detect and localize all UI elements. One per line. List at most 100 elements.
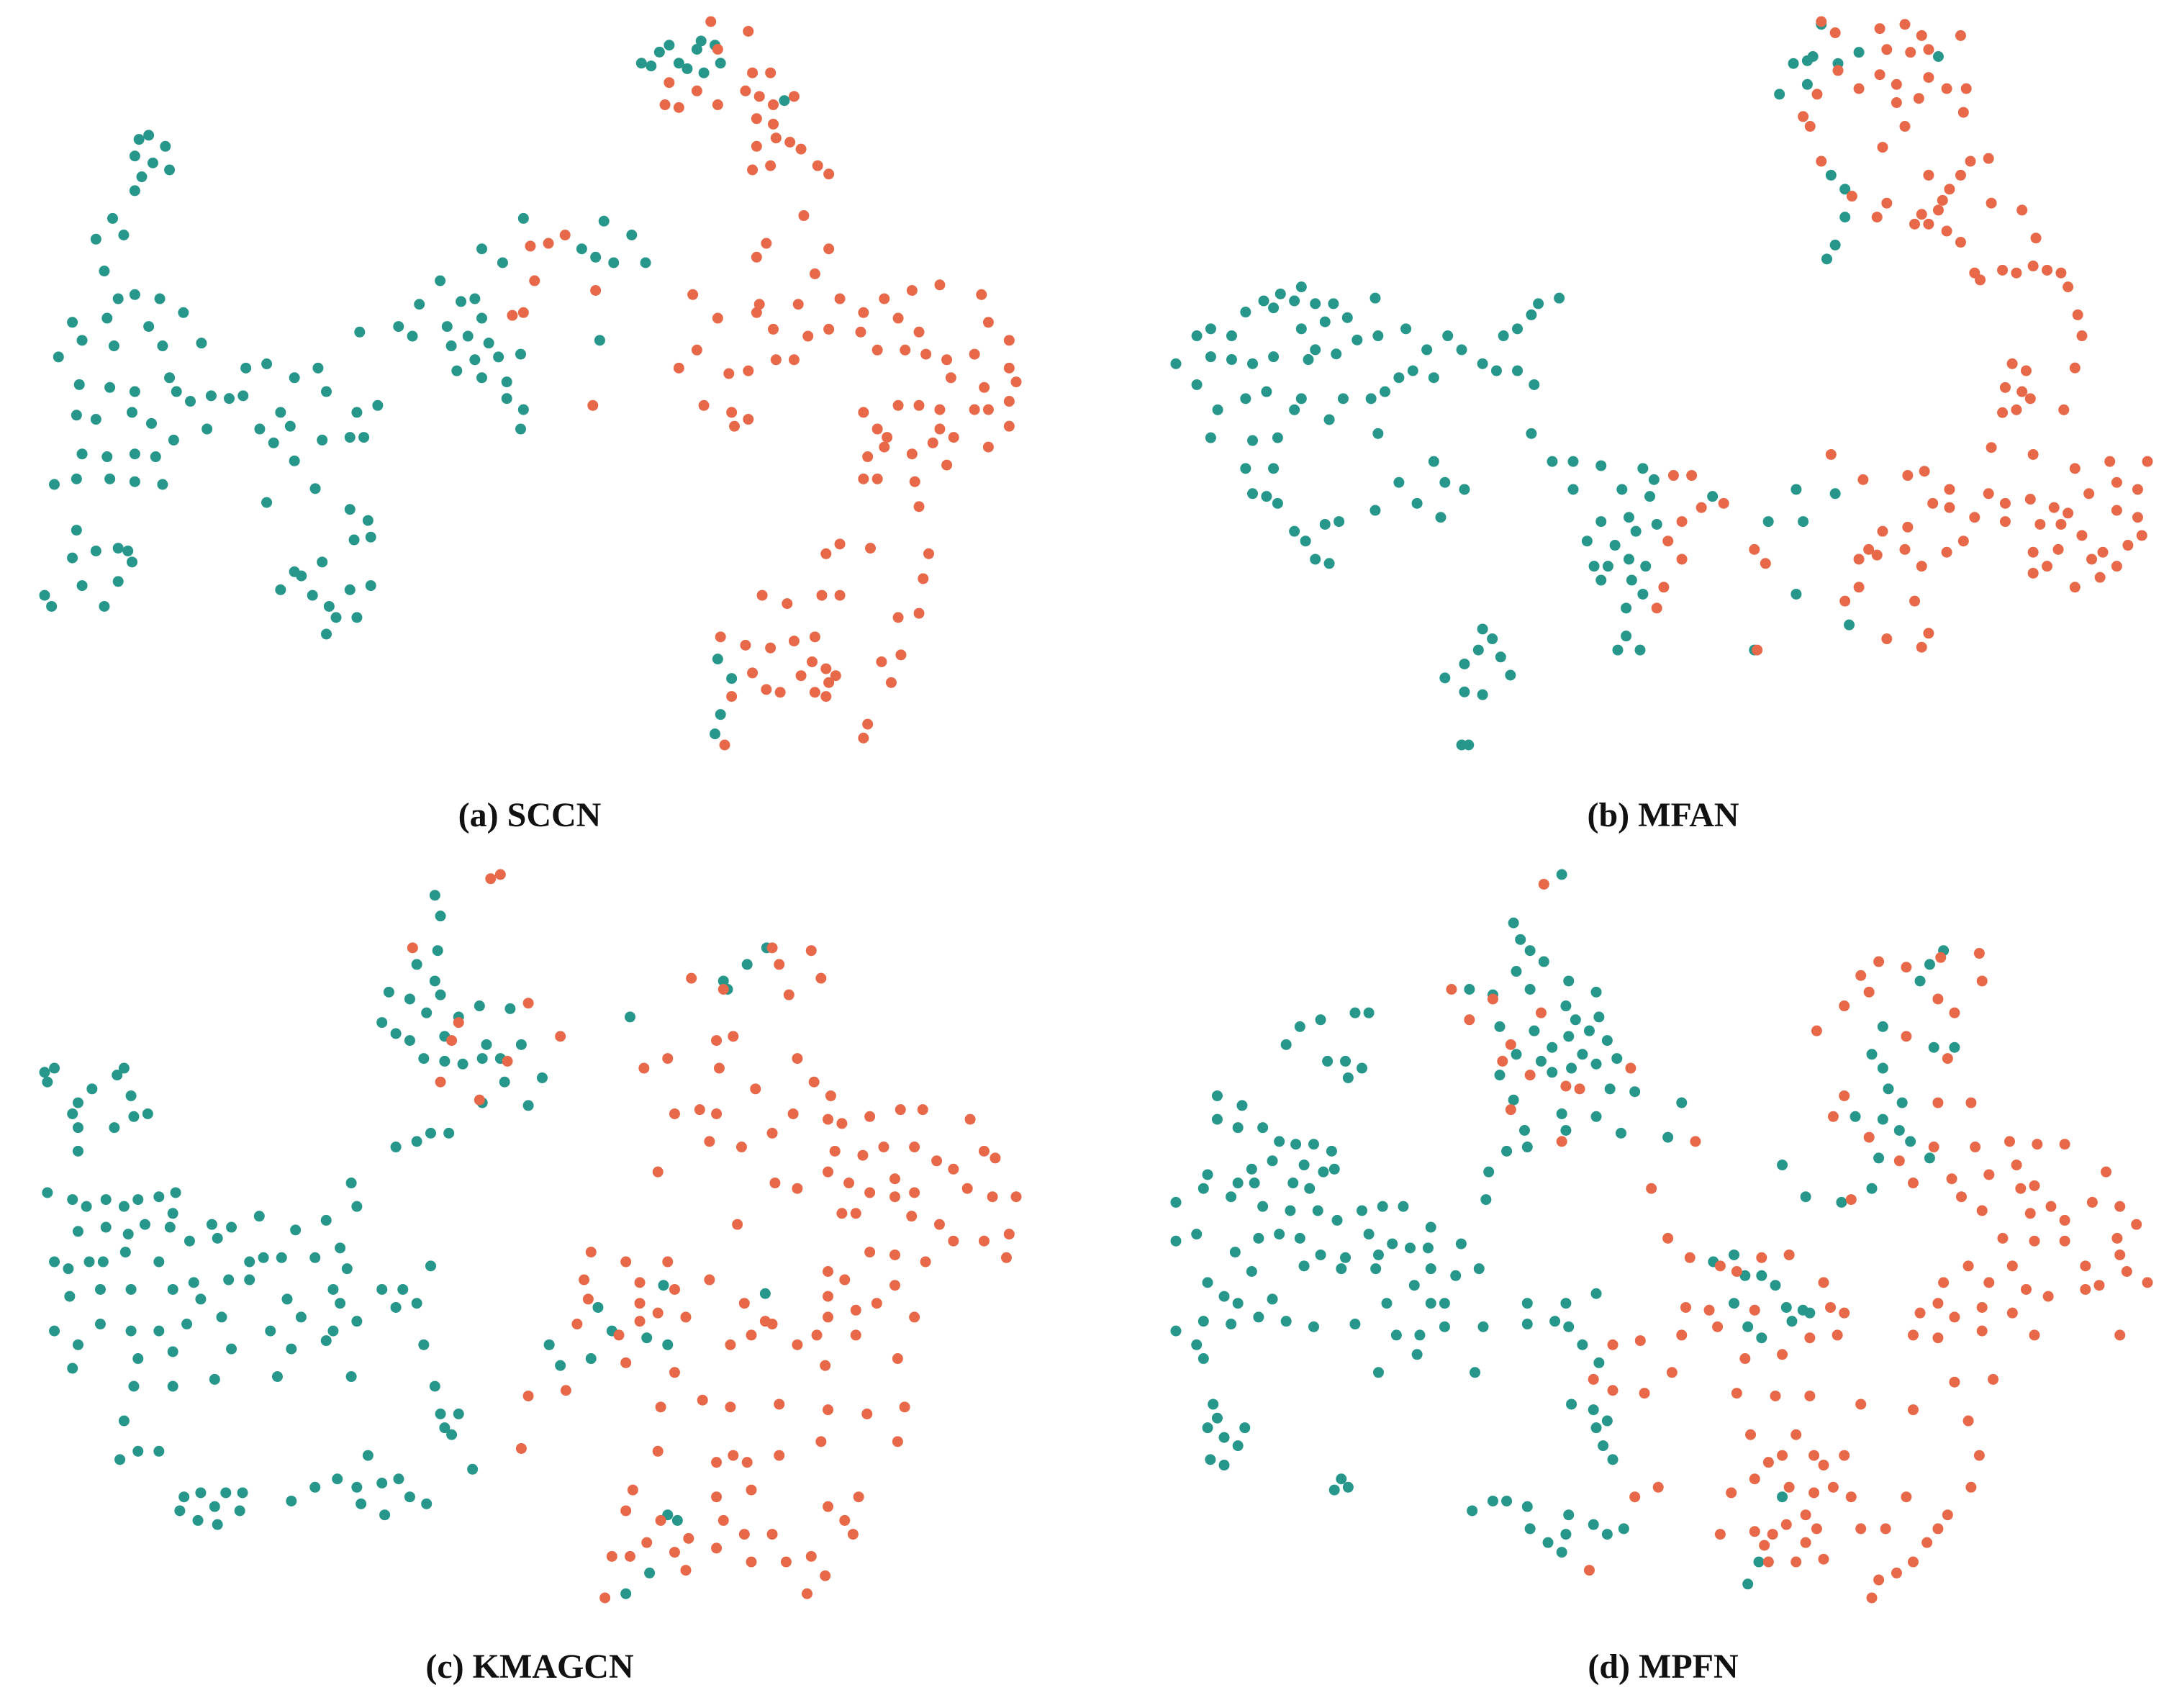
point	[517, 404, 529, 415]
point	[1976, 1325, 1988, 1337]
point	[1937, 194, 1948, 206]
point	[1312, 1205, 1323, 1216]
point	[1563, 975, 1575, 987]
point	[517, 212, 529, 224]
point	[1676, 1097, 1688, 1108]
point	[1310, 553, 1321, 565]
point	[507, 309, 518, 321]
point	[1000, 1252, 1012, 1263]
point	[1839, 1090, 1850, 1101]
point	[658, 1280, 669, 1291]
point	[1957, 536, 1969, 547]
point	[2024, 1208, 2036, 1219]
point	[1604, 1083, 1616, 1095]
point	[469, 354, 481, 366]
point	[662, 1053, 674, 1065]
point	[662, 1256, 674, 1268]
point	[330, 612, 342, 623]
point	[94, 1319, 106, 1330]
point	[892, 1353, 903, 1365]
panel-caption: (d) MPFN	[1588, 1648, 1739, 1686]
point	[1246, 1163, 1257, 1175]
point	[1289, 525, 1300, 537]
point	[823, 243, 835, 255]
point	[850, 1208, 861, 1219]
point	[990, 1152, 1001, 1164]
point	[1790, 588, 1802, 600]
point	[1226, 1191, 1237, 1203]
point	[81, 1201, 92, 1212]
point	[836, 1118, 848, 1129]
point	[407, 330, 418, 342]
point	[747, 667, 759, 679]
point	[1893, 1155, 1905, 1167]
point	[2006, 1307, 2018, 1319]
point	[2080, 1283, 2091, 1295]
point	[320, 1214, 332, 1226]
point	[1336, 1473, 1347, 1485]
point	[671, 1514, 683, 1526]
point	[750, 1083, 761, 1095]
point	[71, 410, 82, 421]
point	[1411, 497, 1423, 509]
point	[2069, 362, 2081, 374]
point	[769, 1178, 781, 1189]
point	[1363, 1229, 1375, 1240]
point	[1370, 505, 1381, 516]
point	[1845, 1491, 1857, 1503]
point	[456, 296, 467, 307]
panel: (b) MFAN	[1170, 16, 2153, 834]
point	[132, 1194, 144, 1206]
point	[1648, 474, 1660, 485]
point	[1829, 239, 1841, 250]
point	[792, 299, 804, 310]
point	[1965, 1097, 1977, 1108]
point	[1729, 1249, 1740, 1260]
point	[751, 140, 762, 152]
point	[108, 340, 119, 352]
point	[1268, 302, 1280, 314]
series	[1446, 878, 2153, 1604]
point	[275, 407, 286, 418]
point	[1435, 512, 1447, 523]
point	[435, 1408, 446, 1419]
point	[1258, 295, 1269, 307]
point	[1932, 1298, 1944, 1309]
point	[265, 1325, 276, 1337]
point	[2122, 540, 2134, 551]
point	[1505, 669, 1516, 681]
point	[462, 330, 474, 342]
point	[147, 157, 158, 168]
point	[795, 143, 807, 155]
point	[788, 354, 800, 366]
point	[751, 307, 762, 318]
point	[1749, 1304, 1760, 1316]
point	[717, 983, 729, 995]
point	[1211, 1412, 1223, 1424]
point	[1927, 497, 1939, 509]
point	[2076, 530, 2088, 541]
point	[100, 1221, 112, 1233]
point	[244, 1274, 255, 1285]
point	[815, 1436, 827, 1447]
point	[895, 649, 907, 661]
point	[1521, 1319, 1533, 1330]
point	[49, 479, 60, 490]
point	[404, 993, 415, 1005]
point	[1477, 1321, 1489, 1332]
point	[747, 164, 759, 176]
point	[792, 1339, 803, 1350]
point	[404, 1491, 415, 1503]
point	[142, 1108, 153, 1119]
point	[485, 873, 497, 885]
point	[1946, 1173, 1957, 1185]
point	[107, 212, 118, 224]
point	[1303, 354, 1314, 366]
point	[1505, 1039, 1516, 1050]
point	[2114, 1329, 2126, 1341]
point	[1901, 1491, 1912, 1503]
point	[839, 1514, 851, 1526]
point	[1690, 1136, 1701, 1147]
point	[1003, 1229, 1015, 1240]
point	[969, 404, 980, 415]
